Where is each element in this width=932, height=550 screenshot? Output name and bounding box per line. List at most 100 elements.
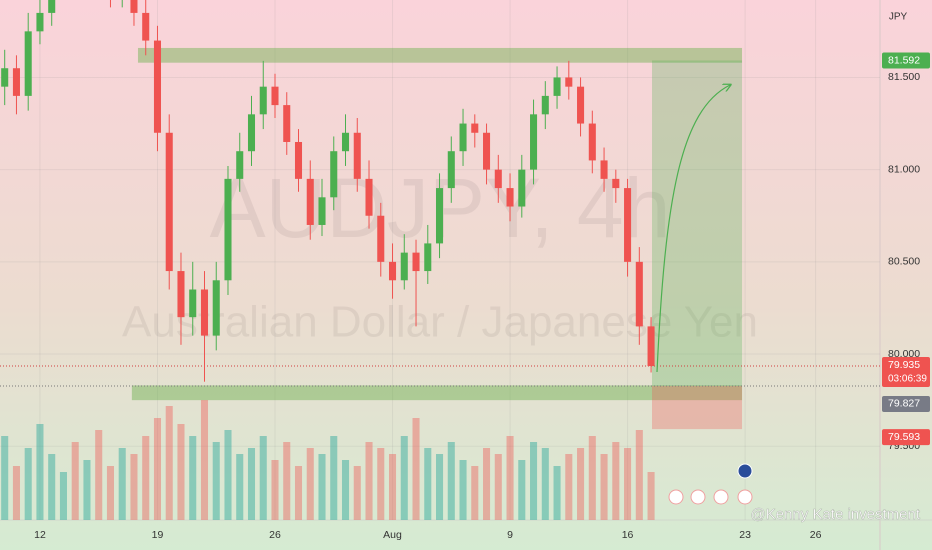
volume-pane <box>1 400 655 520</box>
candle-body <box>494 169 502 189</box>
candle-body <box>130 0 138 13</box>
volume-bar <box>142 436 150 520</box>
event-icon <box>690 489 706 505</box>
volume-bar <box>647 472 655 520</box>
volume-bar <box>388 454 397 520</box>
candle-body <box>259 86 267 115</box>
candles <box>1 0 655 382</box>
entry-price-label: 79.827 <box>888 398 920 410</box>
candle-body <box>506 188 514 207</box>
candle-body <box>400 252 408 281</box>
volume-bar <box>271 460 279 520</box>
candle-body <box>365 178 373 216</box>
volume-bar <box>530 442 538 520</box>
volume-bar <box>588 436 596 520</box>
candle-body <box>224 178 232 281</box>
candle-body <box>36 12 44 32</box>
volume-bar <box>153 418 162 520</box>
candle-body <box>341 132 350 152</box>
volume-bar <box>624 448 632 520</box>
volume-bar <box>24 448 32 520</box>
candle-body <box>483 132 491 170</box>
volume-bar <box>106 466 114 520</box>
candle-body <box>153 40 162 133</box>
candle-body <box>353 132 361 179</box>
volume-bar <box>341 460 350 520</box>
stop-price-box <box>882 429 930 446</box>
volume-bar <box>353 466 361 520</box>
signature: @Kenny Kate investment <box>751 506 921 523</box>
candle-body <box>247 114 256 152</box>
volume-bar <box>200 400 209 520</box>
volume-bar <box>612 442 620 520</box>
candle-body <box>588 123 596 161</box>
volume-bar <box>283 442 291 520</box>
volume-bar <box>83 460 91 520</box>
candle-body <box>165 132 173 272</box>
volume-bar <box>36 424 44 520</box>
annotations <box>0 47 880 430</box>
candle-body <box>577 86 585 124</box>
zone <box>137 47 743 63</box>
candle-body <box>647 326 655 367</box>
volume-bar <box>565 454 573 520</box>
volume-bar <box>483 448 491 520</box>
candle-body <box>271 86 279 106</box>
volume-bar <box>365 442 373 520</box>
candle-body <box>541 95 549 115</box>
candle-body <box>447 151 455 189</box>
grid <box>0 0 880 520</box>
x-tick-label: 23 <box>739 529 751 541</box>
candle-body <box>330 151 338 198</box>
last-price-box <box>882 357 930 388</box>
volume-bar <box>247 448 256 520</box>
volume-bar <box>600 454 608 520</box>
candle-body <box>189 289 197 318</box>
candle-body <box>471 123 479 133</box>
volume-bar <box>165 406 173 520</box>
volume-bar <box>259 436 267 520</box>
candle-body <box>412 252 420 272</box>
volume-bar <box>506 436 514 520</box>
target-price-label-box <box>882 52 930 69</box>
candle-body <box>624 188 632 262</box>
volume-bar <box>635 430 643 520</box>
target-price-label: 81.592 <box>888 54 920 66</box>
volume-bar <box>553 466 561 520</box>
candle-body <box>142 12 150 41</box>
volume-bar <box>71 442 79 520</box>
x-tick-label: 9 <box>507 529 513 541</box>
volume-bar <box>541 448 549 520</box>
volume-bar <box>212 442 220 520</box>
volume-bar <box>412 418 420 520</box>
candle-body <box>565 77 573 87</box>
volume-bar <box>48 454 56 520</box>
volume-bar <box>95 430 103 520</box>
candle-body <box>388 261 397 281</box>
volume-bar <box>118 448 126 520</box>
candle-body <box>377 215 385 262</box>
candle-body <box>12 68 20 96</box>
x-tick-label: 12 <box>34 529 46 541</box>
volume-bar <box>518 460 526 520</box>
candle-body <box>612 178 620 189</box>
volume-bar <box>577 448 585 520</box>
candle-body <box>294 141 303 179</box>
candle-body <box>283 105 291 142</box>
volume-bar <box>224 430 232 520</box>
volume-bar <box>306 448 314 520</box>
candle-body <box>424 243 432 272</box>
projection-arrow <box>656 85 730 373</box>
candle-body <box>1 68 9 87</box>
volume-bar <box>294 466 303 520</box>
candle-body <box>600 160 608 179</box>
volume-bar <box>12 466 20 520</box>
y-tick-label: 80.000 <box>888 348 920 360</box>
x-tick-label: 26 <box>810 529 822 541</box>
volume-bar <box>377 448 385 520</box>
candle-body <box>212 280 220 336</box>
volume-bar <box>189 436 197 520</box>
candle-body <box>635 261 643 327</box>
event-icon <box>737 463 753 479</box>
